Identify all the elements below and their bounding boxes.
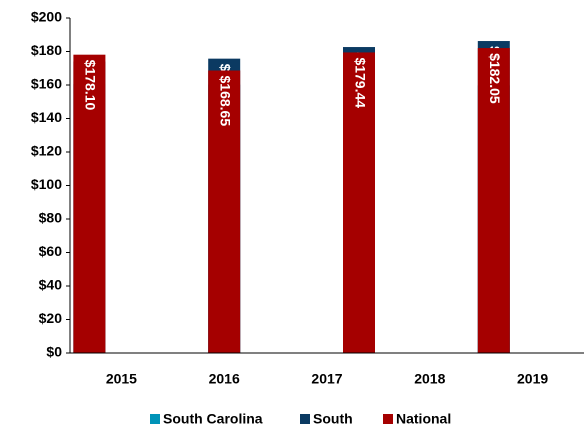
y-tick-label: $140 — [31, 109, 62, 125]
y-tick-label: $200 — [31, 9, 62, 25]
legend-swatch — [300, 414, 310, 424]
legend-label: South Carolina — [163, 411, 263, 427]
y-tick-label: $20 — [39, 310, 63, 326]
y-tick-label: $80 — [39, 210, 63, 226]
y-tick-label: $40 — [39, 277, 63, 293]
value-label: $179.44 — [352, 57, 368, 108]
bar — [73, 54, 106, 354]
value-label: $168.65 — [217, 76, 233, 127]
bar — [343, 52, 375, 354]
y-tick-label: $180 — [31, 42, 62, 58]
x-tick-label: 2015 — [106, 371, 137, 387]
bar — [208, 70, 241, 353]
value-label: $182.05 — [487, 53, 503, 104]
x-tick-label: 2016 — [209, 371, 240, 387]
legend-label: South — [313, 411, 353, 427]
legend-label: National — [396, 411, 451, 427]
y-tick-label: $120 — [31, 143, 62, 159]
y-tick-label: $100 — [31, 176, 62, 192]
x-tick-label: 2018 — [414, 371, 445, 387]
legend-swatch — [150, 414, 160, 424]
y-tick-label: $0 — [46, 344, 62, 360]
y-tick-label: $60 — [39, 243, 63, 259]
x-tick-label: 2019 — [517, 371, 548, 387]
y-tick-label: $160 — [31, 76, 62, 92]
bar — [477, 48, 510, 353]
value-label: $178.10 — [83, 60, 99, 111]
legend-swatch — [383, 414, 393, 424]
x-tick-label: 2017 — [311, 371, 342, 387]
